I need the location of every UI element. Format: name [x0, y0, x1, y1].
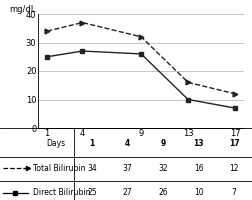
Text: 16: 16	[194, 164, 204, 173]
Text: Total Bilirubin: Total Bilirubin	[33, 164, 85, 173]
Text: 27: 27	[123, 188, 133, 197]
Text: 17: 17	[229, 139, 240, 148]
Text: Days: Days	[46, 139, 65, 148]
Text: 32: 32	[158, 164, 168, 173]
Text: 10: 10	[194, 188, 204, 197]
Text: 37: 37	[123, 164, 133, 173]
Text: mg/dL: mg/dL	[9, 5, 35, 14]
Text: 25: 25	[87, 188, 97, 197]
Text: 4: 4	[125, 139, 130, 148]
Text: 13: 13	[194, 139, 204, 148]
Text: 12: 12	[230, 164, 239, 173]
Text: 9: 9	[161, 139, 166, 148]
Text: 34: 34	[87, 164, 97, 173]
Text: 26: 26	[158, 188, 168, 197]
Text: Direct Bilirubin: Direct Bilirubin	[33, 188, 90, 197]
Text: 1: 1	[89, 139, 95, 148]
Text: 7: 7	[232, 188, 237, 197]
